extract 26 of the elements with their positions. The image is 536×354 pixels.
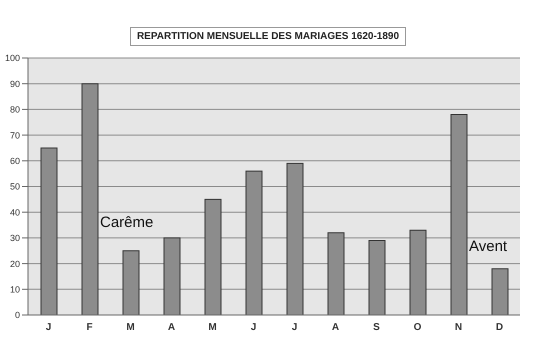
x-tick-label: J bbox=[46, 322, 52, 334]
x-tick-label: A bbox=[332, 322, 340, 334]
y-tick-label: 0 bbox=[14, 310, 20, 320]
x-tick-label: D bbox=[496, 322, 504, 334]
x-tick-label: J bbox=[250, 322, 256, 334]
y-tick-label: 90 bbox=[10, 78, 20, 89]
y-tick-label: 70 bbox=[10, 130, 20, 140]
annotation: Avent bbox=[469, 238, 508, 255]
y-tick-label: 20 bbox=[10, 258, 20, 269]
x-tick-label: O bbox=[414, 322, 422, 334]
x-tick-label: M bbox=[126, 322, 135, 334]
annotation: Carême bbox=[100, 214, 154, 231]
y-tick-label: 30 bbox=[10, 233, 20, 244]
x-tick-label: J bbox=[292, 322, 298, 334]
x-tick-label: S bbox=[373, 322, 380, 334]
y-tick-label: 50 bbox=[10, 182, 20, 192]
y-tick-label: 100 bbox=[4, 53, 20, 64]
y-tick-label: 60 bbox=[10, 156, 20, 166]
chart-title: REPARTITION MENSUELLE DES MARIAGES 1620-1890 bbox=[130, 27, 406, 46]
y-tick-label: 40 bbox=[10, 207, 20, 218]
x-tick-label: M bbox=[208, 322, 217, 334]
x-tick-label: N bbox=[454, 322, 462, 334]
y-tick-label: 80 bbox=[10, 104, 20, 115]
y-tick-label: 10 bbox=[10, 284, 20, 294]
x-tick-label: F bbox=[86, 322, 93, 334]
x-tick-label: A bbox=[168, 322, 176, 334]
